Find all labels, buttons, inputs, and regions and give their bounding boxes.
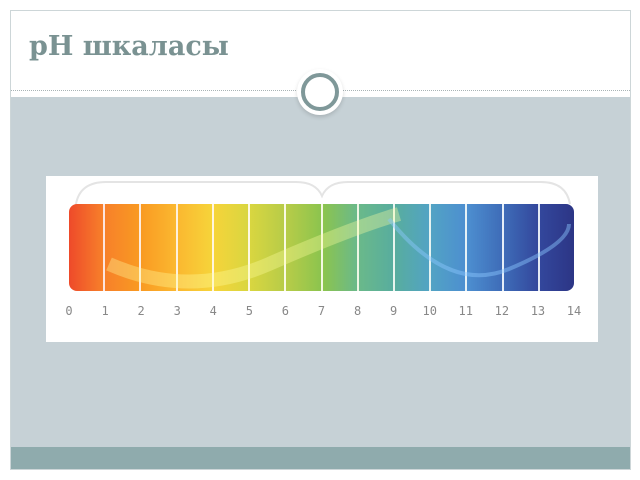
ph-tick-label: 12 bbox=[494, 304, 510, 318]
ph-tick-labels: 0 1 2 3 4 5 6 7 8 9 10 11 12 13 14 bbox=[65, 304, 581, 324]
ph-tick-label: 9 bbox=[390, 304, 398, 318]
ph-segment bbox=[394, 204, 432, 291]
ph-segment bbox=[431, 204, 468, 291]
ph-segment bbox=[141, 204, 178, 291]
ph-scale-image: 0 1 2 3 4 5 6 7 8 9 10 11 12 13 14 bbox=[46, 176, 598, 342]
slide-footer-bar bbox=[11, 447, 630, 469]
brace-icon bbox=[75, 181, 571, 205]
slide: pH шкаласы 0 1 2 3 4 5 6 7 8 9 10 11 12 13 14 bbox=[10, 10, 631, 470]
ph-segment bbox=[503, 204, 540, 291]
circle-ornament-icon bbox=[301, 73, 339, 111]
ph-tick-label: 3 bbox=[173, 304, 181, 318]
ph-color-bar bbox=[69, 204, 574, 291]
ph-tick-label: 10 bbox=[422, 304, 437, 318]
ph-segment bbox=[286, 204, 323, 291]
ph-tick-label: 7 bbox=[317, 304, 326, 318]
ph-segment bbox=[250, 204, 287, 291]
slide-title: pH шкаласы bbox=[29, 31, 229, 62]
ph-segment bbox=[322, 204, 359, 291]
ph-tick-label: 8 bbox=[353, 304, 362, 318]
ph-segment bbox=[358, 204, 395, 291]
ph-segment bbox=[213, 204, 251, 291]
ph-tick-label: 0 bbox=[65, 304, 73, 318]
ph-tick-label: 4 bbox=[209, 304, 217, 318]
ph-tick-label: 14 bbox=[566, 304, 582, 318]
ph-segment bbox=[539, 204, 574, 291]
wave-decoration bbox=[106, 207, 571, 289]
ph-segment bbox=[467, 204, 504, 291]
ph-tick-label: 1 bbox=[101, 304, 109, 318]
ph-tick-label: 5 bbox=[245, 304, 253, 318]
ph-segment bbox=[177, 204, 214, 291]
ph-tick-label: 11 bbox=[458, 304, 474, 318]
ph-tick-label: 13 bbox=[530, 304, 546, 318]
ph-segment bbox=[105, 204, 142, 291]
ph-segment bbox=[69, 204, 106, 291]
ph-tick-label: 6 bbox=[281, 304, 290, 318]
ph-tick-label: 2 bbox=[137, 304, 145, 318]
